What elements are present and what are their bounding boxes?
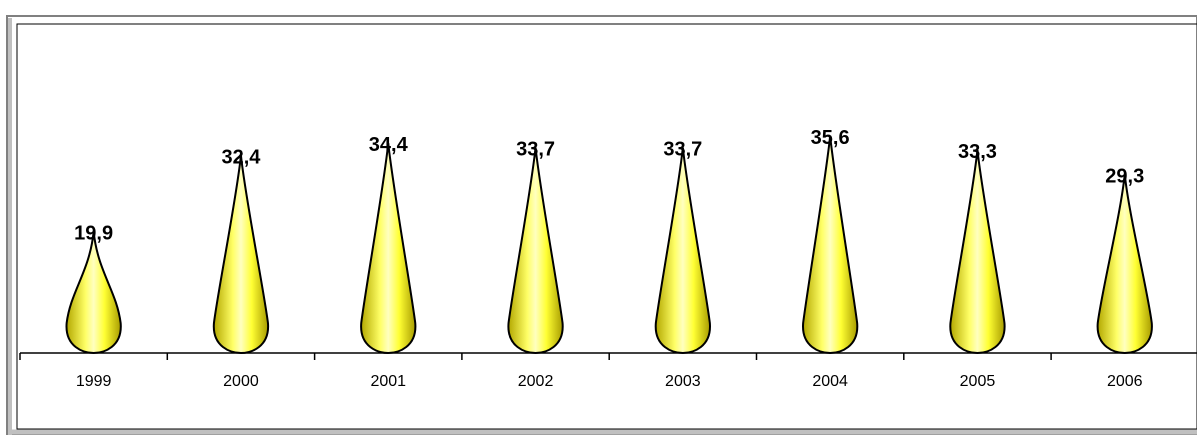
bar-2006 (1096, 174, 1153, 355)
bar-2003 (654, 147, 711, 355)
bar-2001 (360, 143, 417, 355)
data-label-2001: 34,4 (369, 134, 409, 156)
bar-2000 (212, 155, 269, 355)
chart-marks: 19,9 1999 32,4 2000 34,4 2001 33,7 2002 33,7 2003… (19, 127, 1153, 390)
x-tick-label-2001: 2001 (370, 373, 406, 390)
bar-2005 (949, 149, 1006, 355)
data-label-2002: 33,7 (516, 138, 555, 160)
x-tick-label-1999: 1999 (76, 373, 112, 390)
plot-area (16, 23, 1197, 430)
data-label-2004: 35,6 (811, 127, 850, 149)
data-label-1999: 19,9 (74, 223, 113, 245)
bar-2004 (802, 135, 859, 355)
x-tick-label-2003: 2003 (665, 373, 701, 390)
data-label-2003: 33,7 (663, 138, 702, 160)
bar-1999 (65, 231, 122, 355)
data-label-2000: 32,4 (221, 146, 261, 168)
bar-2002 (507, 147, 564, 355)
x-tick-label-2004: 2004 (812, 373, 848, 390)
data-label-2005: 33,3 (958, 141, 997, 163)
x-tick-label-2006: 2006 (1107, 373, 1143, 390)
x-tick-label-2000: 2000 (223, 373, 259, 390)
x-tick-label-2002: 2002 (518, 373, 554, 390)
data-label-2006: 29,3 (1105, 165, 1144, 187)
x-tick-label-2005: 2005 (960, 373, 996, 390)
